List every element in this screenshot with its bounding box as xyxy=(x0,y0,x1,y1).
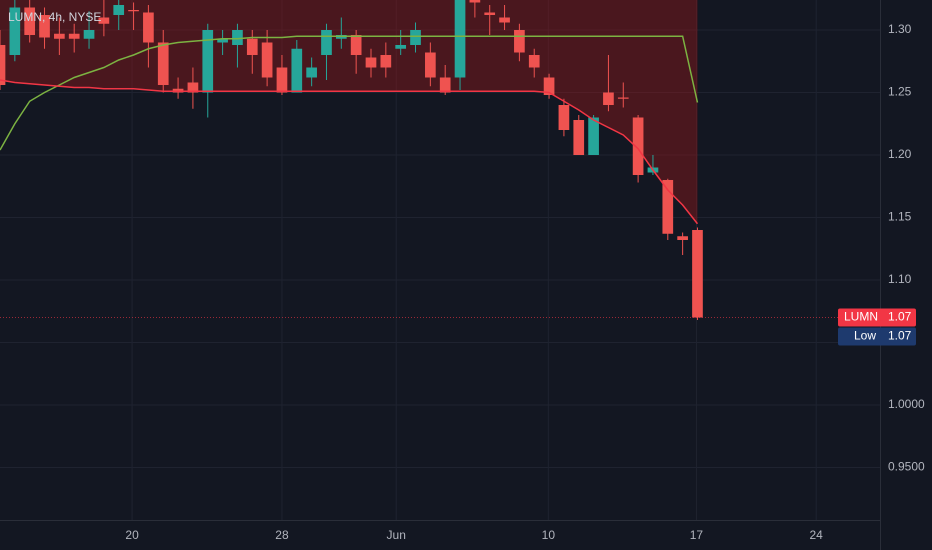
candle-body xyxy=(246,38,258,55)
candle-body xyxy=(365,57,377,68)
price-tag-bg xyxy=(838,327,916,346)
x-tick-label: Jun xyxy=(387,528,406,542)
price-tag-bg xyxy=(838,308,916,327)
candle-body xyxy=(677,236,688,240)
candle-body xyxy=(528,55,540,68)
price-tag-value: 1.07 xyxy=(888,329,912,343)
candle-body xyxy=(143,12,154,43)
candle-body xyxy=(68,33,80,39)
candle-body xyxy=(395,45,407,49)
candle-body xyxy=(217,38,228,43)
candle-body xyxy=(54,33,65,39)
x-tick-label: 20 xyxy=(125,528,139,542)
candle-body xyxy=(514,30,525,53)
candle-body xyxy=(380,55,392,68)
candle-body xyxy=(603,92,614,105)
candle-body xyxy=(98,17,110,24)
indicator-line xyxy=(0,35,699,151)
candle-body xyxy=(558,105,570,130)
candle-body xyxy=(291,48,303,93)
y-tick-label: 1.30 xyxy=(888,22,912,36)
candle-body xyxy=(187,82,199,93)
candle-body xyxy=(232,30,243,45)
candle-body xyxy=(484,12,496,15)
y-tick-label: 1.10 xyxy=(888,272,912,286)
candle-body xyxy=(632,117,644,175)
candle-body xyxy=(350,35,362,55)
candle-body xyxy=(617,97,629,99)
candle-body xyxy=(588,117,599,155)
candle-body xyxy=(321,30,332,55)
candle-body xyxy=(157,42,169,85)
candle-body xyxy=(276,67,288,93)
y-tick-label: 1.25 xyxy=(888,85,912,99)
candle-body xyxy=(543,77,555,95)
candle-body xyxy=(499,17,510,23)
price-tag-name: Low xyxy=(854,329,876,343)
candle-body xyxy=(425,52,436,78)
candle-body xyxy=(83,30,95,39)
y-tick-label: 1.15 xyxy=(888,210,912,224)
chart-title: LUMN, 4h, NYSE xyxy=(8,10,101,24)
plot-area xyxy=(0,0,880,520)
candle-body xyxy=(662,180,674,234)
candle-body xyxy=(24,7,36,35)
candle-body xyxy=(0,45,6,85)
x-tick-label: 28 xyxy=(275,528,289,542)
candle-body xyxy=(306,67,317,78)
candle-body xyxy=(469,0,481,3)
candle-body xyxy=(454,0,466,78)
y-tick-label: 0.9500 xyxy=(888,460,925,474)
price-tag-value: 1.07 xyxy=(888,310,912,324)
candle-body xyxy=(573,120,585,155)
price-tag-name: LUMN xyxy=(844,310,878,324)
x-tick-label: 17 xyxy=(690,528,704,542)
candle-body xyxy=(128,10,139,12)
indicator-line xyxy=(0,79,699,225)
x-tick-label: 24 xyxy=(810,528,824,542)
x-tick-label: 10 xyxy=(542,528,556,542)
y-tick-label: 1.0000 xyxy=(888,397,925,411)
candle-body xyxy=(113,5,125,15)
candle-body xyxy=(39,15,50,38)
y-tick-label: 1.20 xyxy=(888,147,912,161)
candle-body xyxy=(410,30,421,45)
candle-body xyxy=(202,30,214,93)
candle-body xyxy=(439,77,451,93)
candle-body xyxy=(692,230,703,318)
candle-body xyxy=(9,7,21,55)
band-fill xyxy=(0,0,698,224)
candle-body xyxy=(261,42,273,78)
